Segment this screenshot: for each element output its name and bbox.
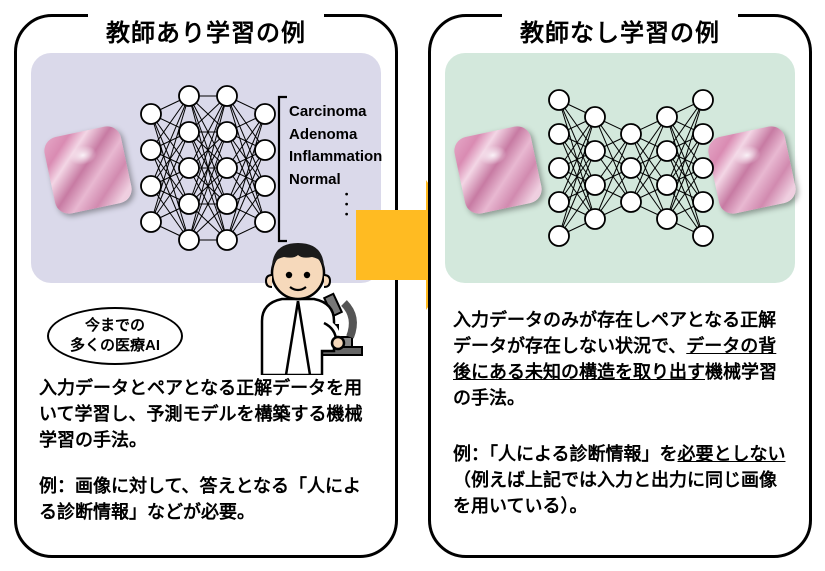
diagram-canvas: 教師あり学習の例 Carcinoma Adenoma Inflammation … — [0, 0, 825, 571]
unsupervised-nn-area — [445, 53, 795, 283]
unsupervised-desc-2: 例：「人による診断情報」を必要としない （例えば上記では入力と出力に同じ画像を用い… — [453, 441, 787, 519]
scientist-body — [262, 299, 344, 375]
unsupervised-nn-svg — [445, 53, 801, 283]
unsupervised-desc-1: 入力データのみが存在しペアとなる正解データが存在しない状況で、データの背後にある… — [453, 307, 787, 411]
output-label-0: Carcinoma — [289, 101, 382, 124]
panel-supervised-title: 教師あり学習の例 — [88, 13, 324, 48]
unsup-d2b: 必要としない — [677, 444, 785, 464]
unsup-d2c: （例えば上記では入力と出力に同じ画像を用いている）。 — [453, 470, 777, 516]
panel-unsupervised-title: 教師なし学習の例 — [502, 13, 738, 48]
supervised-desc-2: 例：画像に対して、答えとなる「人による診断情報」などが必要。 — [39, 473, 373, 525]
callout-line-2: 多くの医療AI — [70, 336, 160, 356]
panel-unsupervised: 教師なし学習の例 入力データのみが存在しペアとなる正解データが存在しない状況で、… — [428, 14, 812, 558]
callout-prior-ai: 今までの 多くの医療AI — [47, 307, 183, 365]
supervised-desc-2c: などが必要。 — [147, 502, 255, 522]
callout-line-1: 今までの — [70, 316, 160, 336]
supervised-desc-2a: 例：画像に対して、答えとなる — [39, 476, 289, 496]
supervised-desc-1: 入力データとペアとなる正解データを用いて学習し、予測モデルを構築する機械学習の手… — [39, 375, 373, 453]
scientist-illustration — [232, 225, 372, 375]
scientist-head — [266, 243, 330, 299]
output-label-1: Adenoma — [289, 124, 382, 147]
unsup-d2a: 例：「人による診断情報」を — [453, 444, 677, 464]
output-label-2: Inflammation — [289, 146, 382, 169]
